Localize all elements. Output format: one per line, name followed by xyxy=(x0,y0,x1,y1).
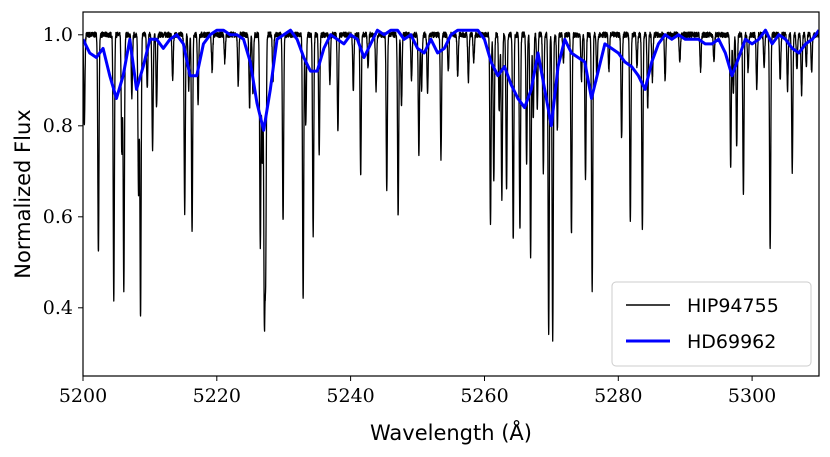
y-tick-label: 0.6 xyxy=(43,206,73,228)
axis-ticks: 5200 5220 5240 5260 5280 5300 0.4 0.6 0.8 1.0 xyxy=(43,24,776,407)
plot-frame xyxy=(82,11,820,377)
legend-box xyxy=(611,281,812,367)
x-tick-label: 5300 xyxy=(728,385,776,407)
series-line-hd69962 xyxy=(83,28,819,132)
y-tick-label: 0.4 xyxy=(43,297,73,319)
y-tick-label: 1.0 xyxy=(43,24,73,46)
series-layer xyxy=(83,28,819,342)
y-tick-label: 0.8 xyxy=(43,115,73,137)
legend-label-hip94755: HIP94755 xyxy=(687,295,779,317)
y-axis-label: Normalized Flux xyxy=(11,109,35,278)
x-tick-label: 5240 xyxy=(326,385,374,407)
x-axis-label: Wavelength (Å) xyxy=(370,419,532,445)
legend: HIP94755 HD69962 xyxy=(611,281,812,367)
x-tick-label: 5260 xyxy=(460,385,508,407)
x-tick-label: 5280 xyxy=(594,385,642,407)
legend-label-hd69962: HD69962 xyxy=(687,331,776,353)
x-tick-label: 5220 xyxy=(193,385,241,407)
x-tick-label: 5200 xyxy=(59,385,107,407)
